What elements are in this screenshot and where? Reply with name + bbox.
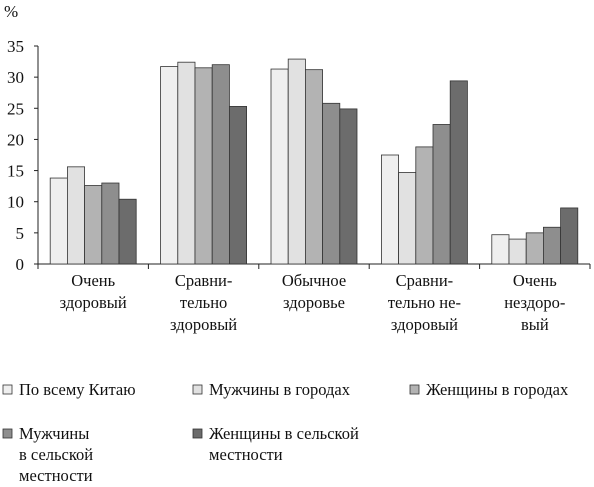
- legend-label-line: По всему Китаю: [19, 380, 136, 399]
- x-category-label: Обычное здоровье: [282, 271, 346, 312]
- bar-series-2-category-2: [177, 61, 196, 265]
- legend-label: Женщины в городах: [426, 380, 569, 399]
- bar-series-4-category-5: [543, 226, 562, 265]
- x-category-label-line: Сравни-: [396, 271, 454, 290]
- bar-series-2-category-3: [287, 58, 306, 265]
- bar-series-4-category-3: [322, 102, 341, 265]
- bar-series-2-category-5: [508, 238, 527, 265]
- y-axis-unit-label: %: [4, 2, 18, 21]
- bar-series-3-category-2: [194, 67, 213, 265]
- y-tick-label: 20: [7, 130, 24, 149]
- legend-item: Женщины в сельской местности: [192, 424, 359, 464]
- legend-item: Мужчины в сельской местности: [2, 424, 93, 485]
- bar-series-1-category-3: [270, 68, 289, 265]
- x-category-label-line: тельно: [180, 293, 227, 312]
- bar-series-1-category-1: [49, 177, 68, 265]
- x-category-label-line: Обычное: [282, 271, 346, 290]
- bar-series-2-category-4: [398, 172, 417, 265]
- legend-swatch: [2, 428, 13, 439]
- x-category-label: Очень здоровый: [60, 271, 127, 312]
- legend-label-line: Мужчины в городах: [209, 380, 351, 399]
- y-tick-label: 10: [7, 193, 24, 212]
- bar-series-1-category-5: [491, 234, 510, 265]
- legend-label: Женщины в сельской местности: [209, 424, 359, 464]
- bar-series-5-category-1: [118, 198, 137, 265]
- x-category-label: Сравни-тельно здоровый: [170, 271, 237, 334]
- legend-item: Мужчины в городах: [192, 380, 351, 399]
- x-category-label: Сравни-тельно не-здоровый: [388, 271, 461, 334]
- y-tick-label: 5: [16, 224, 25, 243]
- bar-series-5-category-2: [228, 106, 247, 265]
- legend-swatch: [409, 384, 420, 395]
- bar-series-3-category-1: [84, 185, 103, 265]
- x-category-label-line: здоровье: [283, 293, 345, 312]
- bar-series-5-category-3: [339, 108, 358, 265]
- legend-swatch: [2, 384, 13, 395]
- y-tick-label: 30: [7, 68, 24, 87]
- legend-label: Мужчины в сельской местности: [19, 424, 93, 485]
- legend-swatch: [192, 428, 203, 439]
- x-category-label-line: вый: [521, 315, 549, 334]
- y-tick-label: 15: [7, 162, 24, 181]
- bar-series-4-category-4: [432, 124, 451, 265]
- x-category-label: Очень нездоро-вый: [504, 271, 565, 334]
- x-category-label-line: здоровый: [60, 293, 127, 312]
- legend-item: По всему Китаю: [2, 380, 136, 399]
- bar-series-4-category-1: [101, 182, 120, 265]
- x-category-label-line: здоровый: [170, 315, 237, 334]
- legend-label-line: Мужчины: [19, 424, 89, 443]
- bar-series-3-category-5: [525, 232, 544, 265]
- legend-item: Женщины в городах: [409, 380, 569, 399]
- bar-series-5-category-4: [449, 80, 468, 265]
- legend-label-line: Женщины в сельской: [209, 424, 359, 443]
- y-tick-label: 0: [16, 255, 25, 274]
- bar-series-1-category-2: [160, 66, 179, 265]
- bar-series-1-category-4: [380, 154, 399, 265]
- legend-label: Мужчины в городах: [209, 380, 351, 399]
- legend-label-line: в сельской: [19, 445, 93, 464]
- x-category-label-line: Очень: [513, 271, 557, 290]
- y-tick-label: 35: [7, 37, 24, 56]
- x-category-label-line: нездоро-: [504, 293, 565, 312]
- x-axis-category-labels: Очень здоровый Сравни-тельно здоровый Обычно…: [60, 271, 566, 334]
- y-tick-label: 25: [7, 99, 24, 118]
- bars: [49, 58, 579, 265]
- bar-series-3-category-3: [304, 69, 323, 265]
- x-category-label-line: Сравни-: [175, 271, 233, 290]
- legend-label-line: Женщины в городах: [426, 380, 569, 399]
- legend: По всему Китаю Мужчины в городах Женщины в…: [2, 380, 569, 485]
- legend-label: По всему Китаю: [19, 380, 136, 399]
- x-category-label-line: Очень: [71, 271, 115, 290]
- bar-series-4-category-2: [211, 64, 230, 265]
- legend-label-line: местности: [209, 445, 283, 464]
- bar-series-3-category-4: [415, 146, 434, 265]
- bar-series-2-category-1: [67, 166, 86, 265]
- x-category-label-line: здоровый: [391, 315, 458, 334]
- bar-series-5-category-5: [560, 207, 579, 265]
- x-category-label-line: тельно не-: [388, 293, 461, 312]
- legend-swatch: [192, 384, 203, 395]
- legend-label-line: местности: [19, 466, 93, 485]
